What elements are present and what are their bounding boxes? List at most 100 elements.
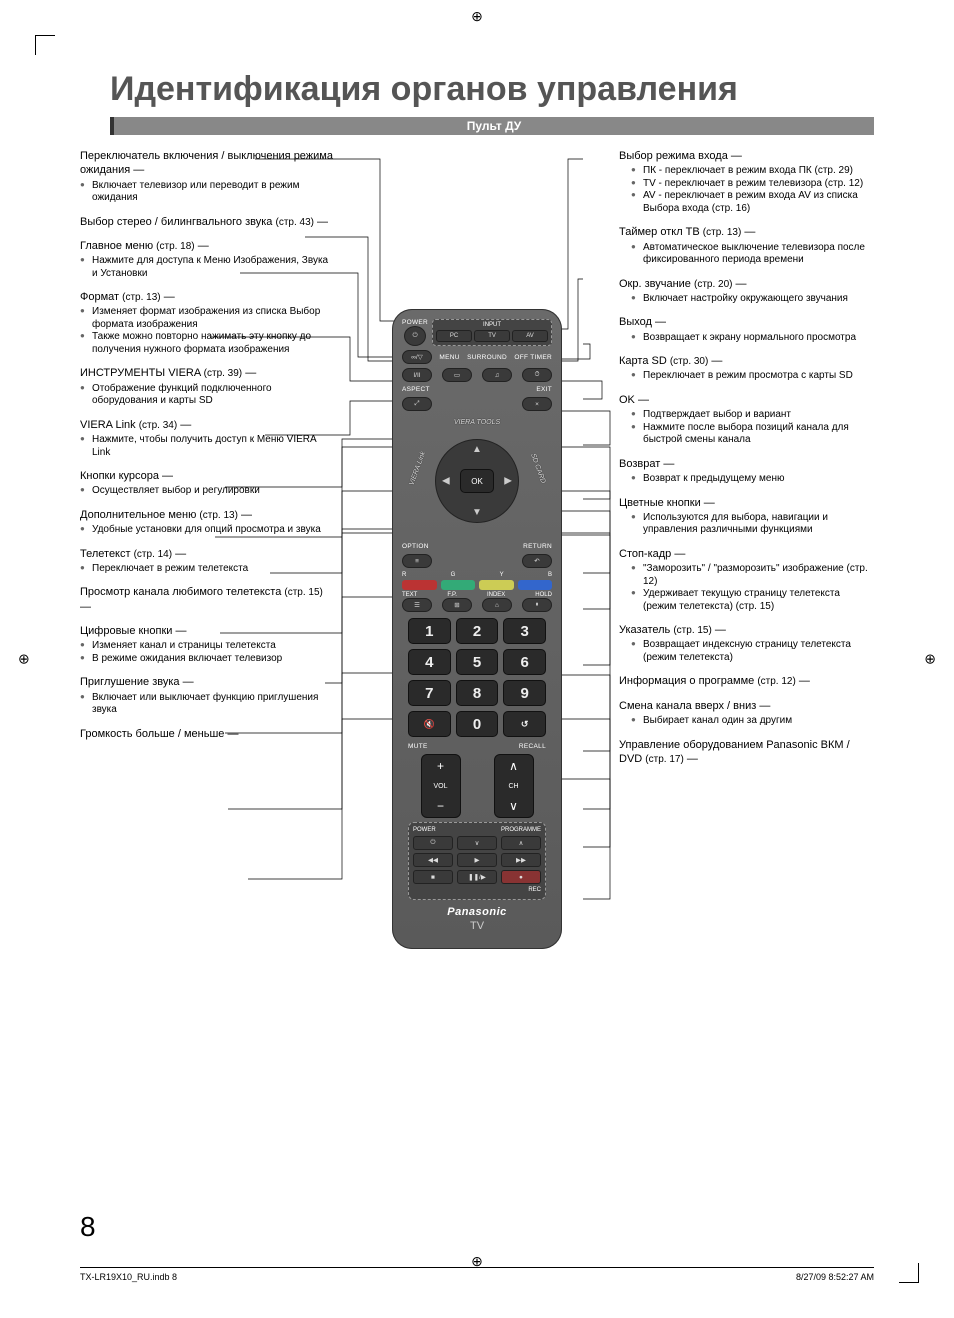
index-button[interactable]: ⌂ <box>482 598 512 612</box>
y-label: Y <box>500 572 504 578</box>
dpad-down[interactable]: ▼ <box>472 507 482 518</box>
num-4-button[interactable]: 4 <box>408 649 451 675</box>
power-button[interactable]: ⏻ <box>404 326 426 346</box>
callout-bullet: Нажмите после выбора позиций канала для … <box>631 422 874 447</box>
recall-button[interactable]: ↺ <box>503 711 546 737</box>
callout: Указатель (стр. 15) —Возвращает индексну… <box>619 623 874 664</box>
vol-up-icon[interactable]: + <box>437 759 444 773</box>
callout: Формат (стр. 13) —Изменяет формат изобра… <box>80 290 335 356</box>
ch-rocker[interactable]: ∧ CH ∨ <box>494 754 534 818</box>
callout-title: Смена канала вверх / вниз <box>619 700 756 712</box>
ch-up-icon[interactable]: ∧ <box>509 759 518 773</box>
leader-dash: — <box>638 394 649 406</box>
rec-label: REC <box>413 887 541 893</box>
input-av-button[interactable]: AV <box>512 330 548 342</box>
rec-button[interactable]: ● <box>501 870 541 884</box>
leader-dash: — <box>175 625 186 637</box>
play-button[interactable]: ▶ <box>457 853 497 867</box>
numpad: 123 456 789 🔇0↺ <box>408 618 546 737</box>
num-5-button[interactable]: 5 <box>456 649 499 675</box>
callout-bullet: Изменяет канал и страницы телетекста <box>80 640 335 653</box>
callout-ref: (стр. 20) <box>694 279 732 290</box>
vol-rocker[interactable]: + VOL − <box>421 754 461 818</box>
input-pc-button[interactable]: PC <box>436 330 472 342</box>
text-button[interactable]: ☰ <box>402 598 432 612</box>
callout-title: Таймер откл ТВ <box>619 226 700 238</box>
prog-down-button[interactable]: ∨ <box>457 836 497 850</box>
callout-bullet: Также можно повторно нажимать эту кнопку… <box>80 331 335 356</box>
callout-title: Просмотр канала любимого телетекста <box>80 586 281 598</box>
callout-bullet: В режиме ожидания включает телевизор <box>80 653 335 666</box>
callout: Выбор режима входа —ПК - переключает в р… <box>619 149 874 215</box>
prog-up-button[interactable]: ∧ <box>501 836 541 850</box>
stop-button[interactable]: ■ <box>413 870 453 884</box>
callout-title: Указатель <box>619 624 670 636</box>
exit-button[interactable]: × <box>522 397 552 411</box>
leader-dash: — <box>80 601 91 613</box>
callout-bullet: AV - переключает в режим входа AV из спи… <box>631 190 874 215</box>
leader-dash: — <box>704 497 715 509</box>
num-7-button[interactable]: 7 <box>408 680 451 706</box>
tv-label: TV <box>402 920 552 932</box>
bilingual-button[interactable]: I/II <box>402 368 432 382</box>
callout: Громкость больше / меньше — <box>80 727 335 741</box>
callout-bullet: Выбирает канал один за другим <box>631 715 874 728</box>
num-8-button[interactable]: 8 <box>456 680 499 706</box>
surround-button[interactable]: ♫ <box>482 368 512 382</box>
offtimer-button[interactable]: ⏱ <box>522 368 552 382</box>
dpad-up[interactable]: ▲ <box>472 444 482 455</box>
dpad-left[interactable]: ◀ <box>442 476 450 487</box>
leader-dash: — <box>663 458 674 470</box>
leader-dash: — <box>162 470 173 482</box>
blue-button[interactable] <box>518 580 553 590</box>
yellow-button[interactable] <box>479 580 514 590</box>
callout-bullet: Нажмите для доступа к Меню Изображения, … <box>80 255 335 280</box>
pause-button[interactable]: ❚❚/▶ <box>457 870 497 884</box>
menu-label: MENU <box>439 354 459 361</box>
dpad[interactable]: ▲ ▼ ◀ ▶ OK <box>435 439 519 523</box>
remote-diagram: Переключатель включения / выключения реж… <box>80 149 874 1069</box>
leader-dash: — <box>180 419 191 431</box>
page-title: Идентификация органов управления <box>110 70 874 109</box>
input-tv-button[interactable]: TV <box>474 330 510 342</box>
callout-ref: (стр. 30) <box>670 356 708 367</box>
vol-down-icon[interactable]: − <box>437 799 444 813</box>
callout-title: Стоп-кадр <box>619 548 671 560</box>
num-1-button[interactable]: 1 <box>408 618 451 644</box>
stereo-button[interactable]: ∞/▽ <box>402 350 432 364</box>
callout-ref: (стр. 13) <box>199 510 237 521</box>
vcr-panel: POWER PROGRAMME ⏻ ∨ ∧ ◀◀ ▶ ▶▶ ■ ❚❚/▶ ● <box>408 822 546 900</box>
callout-title: Возврат <box>619 458 660 470</box>
num-0-button[interactable]: 0 <box>456 711 499 737</box>
vcr-power-button[interactable]: ⏻ <box>413 836 453 850</box>
callout: Приглушение звука —Включает или выключае… <box>80 675 335 716</box>
ok-button[interactable]: OK <box>460 469 494 493</box>
ffwd-button[interactable]: ▶▶ <box>501 853 541 867</box>
callout-title: Дополнительное меню <box>80 509 196 521</box>
callout: OK —Подтверждает выбор и вариантНажмите … <box>619 393 874 447</box>
callout-ref: (стр. 43) <box>276 217 314 228</box>
fp-button[interactable]: ⊞ <box>442 598 472 612</box>
num-2-button[interactable]: 2 <box>456 618 499 644</box>
option-button[interactable]: ≡ <box>402 554 432 568</box>
dpad-right[interactable]: ▶ <box>504 476 512 487</box>
callout: Телетекст (стр. 14) —Переключает в режим… <box>80 547 335 576</box>
callout: Таймер откл ТВ (стр. 13) —Автоматическое… <box>619 225 874 266</box>
hold-button[interactable]: ⏸ <box>522 598 552 612</box>
power-label: POWER <box>402 319 428 326</box>
aspect-button[interactable]: ⤢ <box>402 397 432 411</box>
green-button[interactable] <box>441 580 476 590</box>
right-callouts: Выбор режима входа —ПК - переключает в р… <box>619 149 874 776</box>
num-6-button[interactable]: 6 <box>503 649 546 675</box>
ch-down-icon[interactable]: ∨ <box>509 799 518 813</box>
mute-button[interactable]: 🔇 <box>408 711 451 737</box>
num-3-button[interactable]: 3 <box>503 618 546 644</box>
red-button[interactable] <box>402 580 437 590</box>
return-button[interactable]: ↶ <box>522 554 552 568</box>
surround-label: SURROUND <box>467 354 507 361</box>
num-9-button[interactable]: 9 <box>503 680 546 706</box>
leader-dash: — <box>317 216 328 228</box>
input-group: INPUT PC TV AV <box>432 319 552 346</box>
menu-button[interactable]: ▭ <box>442 368 472 382</box>
rewind-button[interactable]: ◀◀ <box>413 853 453 867</box>
